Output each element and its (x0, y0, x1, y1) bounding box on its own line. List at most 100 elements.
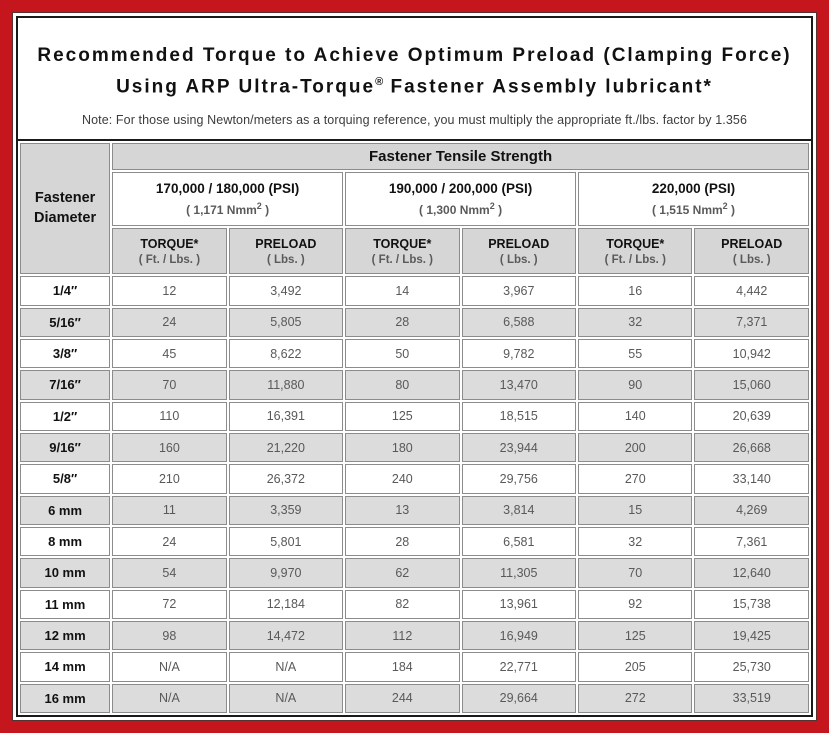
fastener-diameter-cell: 3/8″ (20, 338, 111, 369)
table-row: 14 mm N/A N/A 184 22,771 205 25,730 (20, 652, 809, 682)
torque-cell: 28 (345, 526, 460, 557)
registered-trademark-symbol: ® (375, 76, 384, 88)
torque-cell: 50 (345, 338, 460, 369)
table-row: 6 mm 11 3,359 13 3,814 15 4,269 (20, 495, 809, 525)
preload-cell: 15,738 (694, 589, 809, 619)
nmm-rating-2-text: ( 1,300 Nmm (419, 203, 490, 218)
preload-column-header: PRELOAD ( Lbs. ) (461, 228, 577, 275)
torque-table: Fastener Diameter Fastener Tensile Stren… (18, 141, 811, 715)
preload-cell: 11,305 (461, 558, 577, 588)
table-row: 5/16″ 24 5,805 28 6,588 32 7,371 (20, 307, 809, 337)
preload-column-unit: ( Lbs. ) (732, 253, 771, 266)
preload-column-header: PRELOAD ( Lbs. ) (694, 228, 809, 275)
nmm-rating-1: ( 1,171 Nmm2 ) (113, 201, 342, 217)
preload-column-header: PRELOAD ( Lbs. ) (228, 228, 344, 275)
tensile-strength-header-row: Fastener Diameter Fastener Tensile Stren… (20, 143, 809, 275)
torque-cell: 184 (345, 652, 460, 682)
preload-cell: 5,801 (228, 526, 344, 557)
torque-column-unit: ( Ft. / Lbs. ) (371, 253, 433, 266)
torque-cell: 210 (112, 464, 227, 494)
table-row: 12 mm 98 14,472 112 16,949 125 19,425 (20, 620, 809, 651)
torque-cell: 112 (345, 620, 460, 651)
preload-cell: 7,361 (694, 526, 809, 557)
preload-cell: N/A (228, 683, 344, 713)
torque-cell: 54 (112, 558, 227, 588)
conversion-note: Note: For those using Newton/meters as a… (81, 113, 747, 128)
preload-cell: 11,880 (228, 370, 344, 400)
preload-cell: 10,942 (694, 338, 809, 369)
content-panel: Recommended Torque to Achieve Optimum Pr… (16, 16, 813, 717)
preload-cell: 15,060 (694, 370, 809, 400)
panel-outer: Recommended Torque to Achieve Optimum Pr… (12, 12, 817, 721)
preload-cell: 16,391 (228, 401, 344, 431)
preload-cell: 13,961 (461, 589, 577, 619)
psi-group-header-3: 220,000 (PSI) ( 1,515 Nmm2 ) (578, 172, 809, 227)
torque-cell: 240 (345, 464, 460, 494)
preload-cell: 9,782 (461, 338, 577, 369)
preload-cell: 6,588 (461, 307, 577, 337)
fastener-diameter-cell: 11 mm (20, 589, 111, 619)
torque-cell: 55 (578, 338, 693, 369)
fastener-diameter-cell: 1/4″ (20, 276, 111, 306)
nmm-rating-1-tail: ) (261, 203, 270, 218)
torque-column-title: TORQUE* (140, 236, 199, 251)
torque-cell: 62 (345, 558, 460, 588)
torque-cell: 180 (345, 432, 460, 463)
preload-cell: 4,269 (694, 495, 809, 525)
torque-cell: 110 (112, 401, 227, 431)
fastener-diameter-cell: 5/16″ (20, 307, 111, 337)
torque-cell: 16 (578, 276, 693, 306)
page-title-line-2: Using ARP Ultra-Torque® Fastener Assembl… (24, 69, 805, 100)
torque-cell: N/A (112, 652, 227, 682)
torque-column-unit: ( Ft. / Lbs. ) (604, 253, 666, 266)
preload-cell: 14,472 (228, 620, 344, 651)
fastener-diameter-cell: 7/16″ (20, 370, 111, 400)
torque-cell: 14 (345, 276, 460, 306)
title-line-2-text: Using ARP Ultra-Torque (116, 76, 376, 98)
fastener-diameter-cell: 5/8″ (20, 464, 111, 494)
torque-cell: N/A (112, 683, 227, 713)
preload-cell: 26,668 (694, 432, 809, 463)
preload-cell: 3,814 (461, 495, 577, 525)
torque-cell: 270 (578, 464, 693, 494)
fastener-diameter-cell: 8 mm (20, 526, 111, 557)
torque-cell: 244 (345, 683, 460, 713)
fastener-diameter-cell: 6 mm (20, 495, 111, 525)
preload-cell: 7,371 (694, 307, 809, 337)
preload-cell: 33,140 (694, 464, 809, 494)
torque-cell: 32 (578, 526, 693, 557)
torque-cell: 12 (112, 276, 227, 306)
torque-cell: 205 (578, 652, 693, 682)
preload-cell: 21,220 (228, 432, 344, 463)
table-row: 16 mm N/A N/A 244 29,664 272 33,519 (20, 683, 809, 713)
preload-cell: N/A (228, 652, 344, 682)
torque-cell: 11 (112, 495, 227, 525)
torque-cell: 32 (578, 307, 693, 337)
table-row: 10 mm 54 9,970 62 11,305 70 12,640 (20, 558, 809, 588)
fastener-diameter-header: Fastener Diameter (20, 143, 111, 275)
table-row: 1/4″ 12 3,492 14 3,967 16 4,442 (20, 276, 809, 306)
table-row: 3/8″ 45 8,622 50 9,782 55 10,942 (20, 338, 809, 369)
nmm-rating-3: ( 1,515 Nmm2 ) (579, 201, 808, 217)
torque-cell: 24 (112, 307, 227, 337)
torque-cell: 160 (112, 432, 227, 463)
preload-column-unit: ( Lbs. ) (266, 253, 305, 266)
torque-cell: 125 (345, 401, 460, 431)
table-row: 5/8″ 210 26,372 240 29,756 270 33,140 (20, 464, 809, 494)
table-row: 11 mm 72 12,184 82 13,961 92 15,738 (20, 589, 809, 619)
preload-cell: 9,970 (228, 558, 344, 588)
torque-cell: 125 (578, 620, 693, 651)
torque-cell: 200 (578, 432, 693, 463)
nmm-rating-2-tail: ) (494, 203, 503, 218)
preload-column-title: PRELOAD (488, 236, 550, 251)
nmm-rating-3-tail: ) (727, 203, 736, 218)
preload-cell: 3,967 (461, 276, 577, 306)
page-title-line-1: Recommended Torque to Achieve Optimum Pr… (37, 45, 792, 66)
torque-cell: 82 (345, 589, 460, 619)
preload-cell: 33,519 (694, 683, 809, 713)
torque-column-title: TORQUE* (606, 236, 665, 251)
preload-cell: 22,771 (461, 652, 577, 682)
preload-cell: 16,949 (461, 620, 577, 651)
psi-rating-2: 190,000 / 200,000 (PSI) (388, 181, 533, 197)
fastener-diameter-cell: 9/16″ (20, 432, 111, 463)
